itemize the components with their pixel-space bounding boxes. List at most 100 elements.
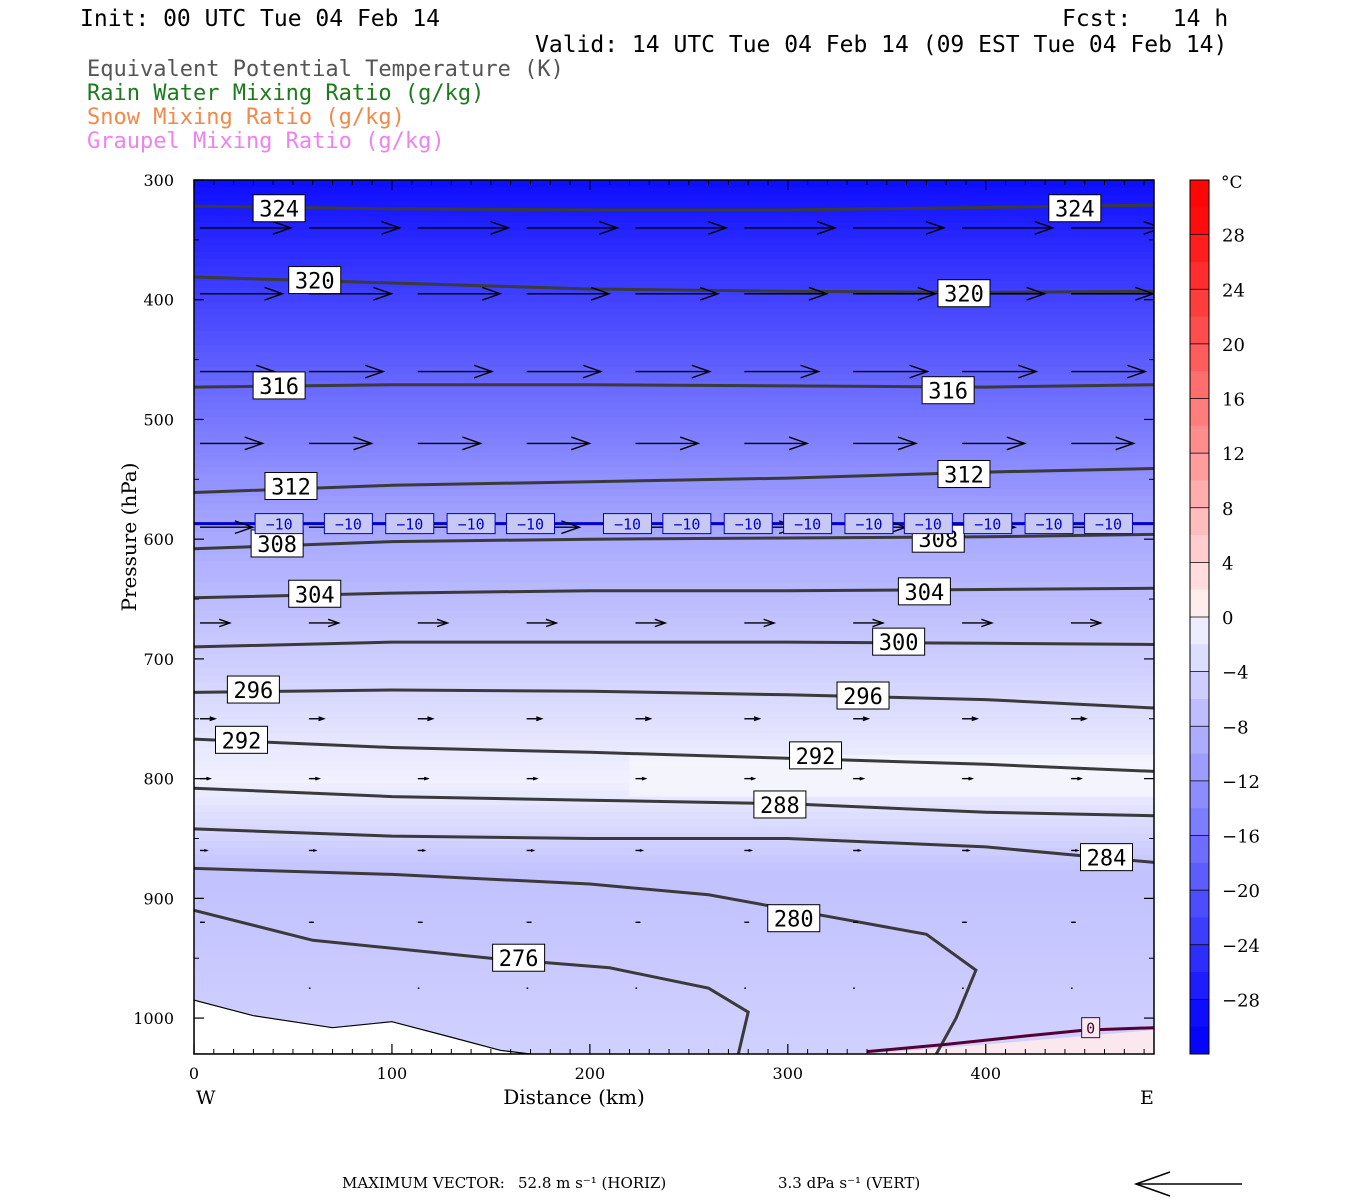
colorbar-segment [1190, 207, 1209, 236]
max-vector-vert: 3.3 dPa s⁻¹ (VERT) [778, 1174, 921, 1192]
colorbar-tick-label: −16 [1222, 827, 1260, 848]
wind-vector [417, 776, 430, 781]
wind-vector [635, 618, 668, 628]
theta-e-label-box [767, 904, 821, 933]
x-tick-label: 0 [189, 1064, 199, 1083]
wind-vector [853, 776, 866, 781]
isotherm-label: −10 [915, 516, 942, 534]
wind-vector [308, 436, 374, 451]
theta-e-label: 324 [1055, 198, 1095, 223]
temperature-band [194, 618, 1154, 627]
temperature-band [194, 740, 1154, 749]
wind-vector [635, 776, 648, 781]
theta-e-label: 288 [760, 794, 800, 819]
theta-e-label-box [921, 376, 975, 405]
theta-e-label: 280 [774, 908, 814, 933]
colorbar-segment [1190, 753, 1209, 782]
temperature-band [194, 294, 1154, 304]
temperature-band [194, 338, 1154, 347]
isotherm-label-box [1081, 1017, 1101, 1039]
temperature-band [194, 237, 1154, 246]
temperature-band [194, 840, 1154, 850]
max-vector-label: MAXIMUM VECTOR: [342, 1174, 505, 1192]
theta-e-contour-320 [194, 275, 1154, 295]
colorbar-segment [1190, 180, 1209, 208]
colorbar-tick-label: 16 [1222, 390, 1245, 411]
temperature-band [194, 531, 1154, 541]
isotherm-label: −10 [266, 516, 293, 534]
wind-vector [200, 618, 232, 628]
temperature-band [194, 546, 1154, 555]
temperature-band [194, 848, 1154, 857]
isotherm-label: −10 [335, 516, 362, 534]
wind-vector [744, 286, 829, 301]
colorbar-tick-label: −28 [1222, 990, 1260, 1011]
isotherm-label-box [602, 513, 652, 535]
wind-vector [962, 618, 994, 628]
wind-vector [526, 848, 536, 852]
theta-e-label: 296 [843, 685, 883, 710]
wind-vector [200, 220, 293, 235]
y-tick-label: 300 [143, 171, 174, 190]
isotherm-label-box [254, 513, 304, 535]
colorbar-segment [1190, 862, 1209, 891]
wind-vector [962, 436, 1027, 451]
wind-vector [962, 220, 1055, 235]
temperature-band [194, 496, 1154, 505]
temperature-band [194, 970, 1154, 979]
wind-vector [417, 618, 450, 628]
temperature-band [194, 876, 1154, 885]
theta-e-label: 312 [271, 475, 311, 500]
temperature-band [194, 1013, 1154, 1022]
colorbar-tick-label: 8 [1222, 499, 1233, 520]
temperature-band [194, 826, 1154, 835]
theta-e-label: 316 [259, 375, 299, 400]
temperature-band [194, 869, 1154, 878]
temperature-band [194, 488, 1154, 498]
wind-vector [308, 364, 386, 379]
isotherm-label-box [844, 513, 894, 535]
theta-e-label-box [288, 579, 342, 608]
temperature-band [194, 316, 1154, 325]
temperature-band [194, 259, 1154, 268]
colorbar: 28 24 20 16 12 8 4 0 −4 −8 −12 −16 −20 −24 −28 [1189, 179, 1260, 1055]
isotherm-label: −10 [458, 516, 485, 534]
temperature-band [194, 187, 1154, 196]
temperature-band [194, 553, 1154, 562]
colorbar-segment [1190, 234, 1209, 263]
colorbar-segment [1190, 453, 1209, 481]
theta-e-label: 304 [295, 583, 335, 608]
temperature-band [194, 424, 1154, 433]
y-axis-label: Pressure (hPa) [117, 463, 141, 612]
y-tick-label: 600 [143, 530, 174, 549]
theta-e-label-box [264, 471, 318, 500]
temperature-band [194, 251, 1154, 261]
temperature-band [194, 912, 1154, 921]
temperature-band [194, 733, 1154, 742]
theta-e-label: 324 [259, 198, 299, 223]
wind-vector [526, 436, 592, 451]
temperature-band [194, 589, 1154, 598]
isotherm-label-box [505, 513, 555, 535]
y-tick-label: 400 [143, 291, 174, 310]
wind-vector [853, 436, 919, 451]
colorbar-tick-label: 0 [1222, 608, 1233, 629]
field-label-graupel: Graupel Mixing Ratio (g/kg) [87, 129, 445, 154]
wind-vector [635, 364, 712, 379]
temperature-band [194, 819, 1154, 828]
theta-e-label-box [937, 460, 991, 489]
temperature-band [194, 919, 1154, 929]
temperature-band [194, 201, 1154, 210]
wind-vector [308, 716, 326, 722]
theta-e-contour-276 [194, 908, 750, 1054]
temperature-band [194, 812, 1154, 821]
temperature-band [194, 395, 1154, 404]
y-tick-label: 700 [143, 650, 174, 669]
reference-vector-arrow [1133, 1171, 1242, 1197]
isotherm-label-box [903, 513, 953, 535]
temperature-band [194, 445, 1154, 454]
theta-e-label-box [226, 675, 280, 704]
temperature-band [194, 180, 1154, 189]
temperature-band [194, 1042, 1154, 1051]
colorbar-segment [1190, 726, 1209, 755]
